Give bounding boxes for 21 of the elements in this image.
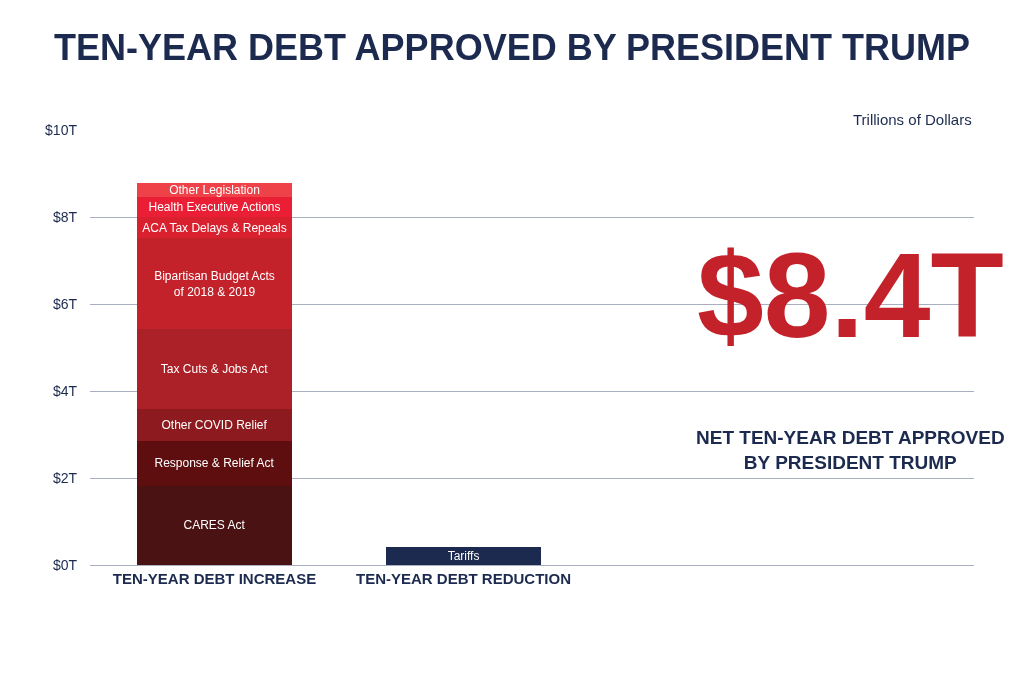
text: Trillions of Dollars [853, 111, 972, 128]
y-tick-label: $10T [45, 121, 78, 138]
text: $8.4T [697, 228, 1004, 362]
y-tick-label: $6T [52, 295, 78, 312]
series-label: Other COVID Relief [161, 417, 268, 432]
y-tick-label: $8T [52, 208, 78, 225]
text: NET TEN-YEAR DEBT APPROVED BY PRESIDENT TRUMP [696, 427, 1005, 473]
series-label: ACA Tax Delays & Repeals [142, 220, 287, 235]
x-tick-label: TEN-YEAR DEBT REDUCTION [356, 570, 572, 587]
series-label: Bipartisan Budget Acts of 2018 & 2019 [154, 268, 275, 299]
x-tick-label: TEN-YEAR DEBT INCREASE [112, 570, 317, 587]
y-tick-label: $4T [52, 382, 78, 399]
series-label: Tax Cuts & Jobs Act [160, 362, 269, 377]
y-tick-label: $2T [52, 469, 78, 486]
series-label: Tariffs [447, 548, 480, 563]
series-label: Other Legislation [169, 182, 260, 197]
y-tick-label: $0T [52, 556, 78, 573]
series-label: Response & Relief Act [154, 456, 275, 471]
series-label: CARES Act [183, 518, 246, 533]
series-label: Health Executive Actions [148, 199, 281, 214]
chart-title: TEN-YEAR DEBT APPROVED BY PRESIDENT TRUMP [53, 26, 971, 68]
